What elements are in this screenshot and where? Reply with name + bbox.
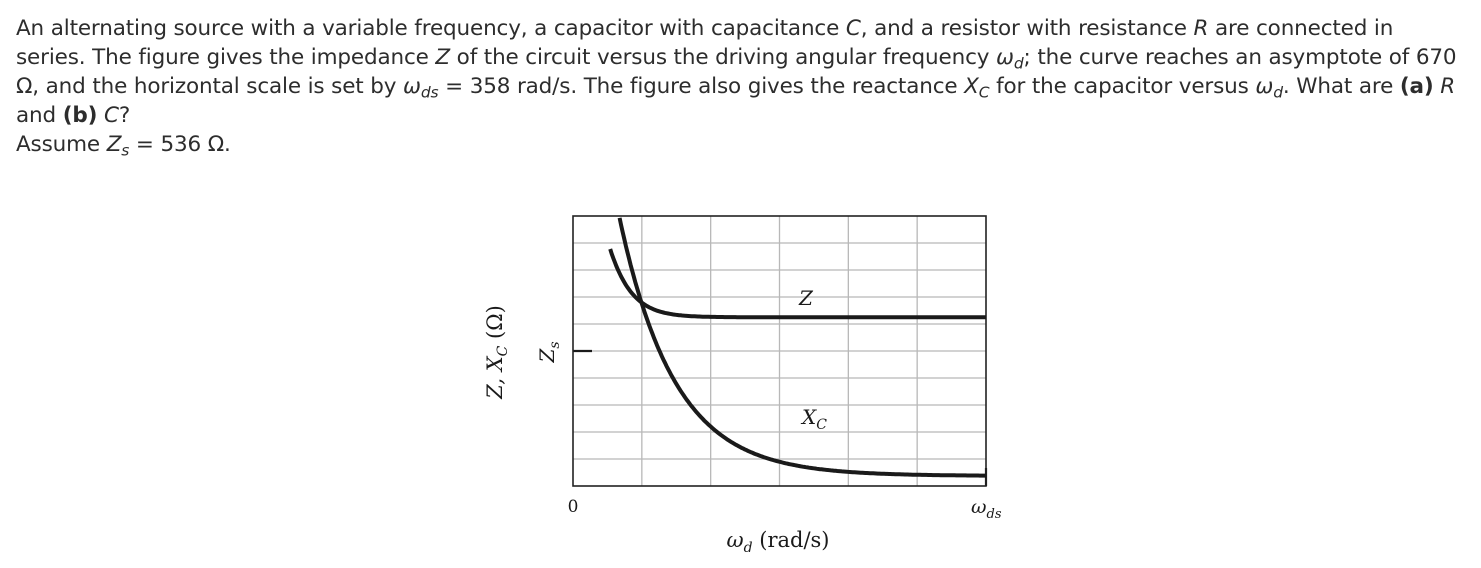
z-curve-label: Z (798, 286, 814, 310)
xc-curve (617, 217, 986, 478)
y-tick-label-zs: Zs (535, 341, 563, 363)
chart-grid (573, 216, 988, 486)
y-axis-label: Z, XC (Ω) (483, 305, 511, 400)
z-curve (608, 248, 986, 320)
x-axis-label: ωd (rad/s) (726, 528, 829, 556)
problem-text: An alternating source with a variable fr… (16, 16, 1457, 128)
problem-statement: An alternating source with a variable fr… (16, 14, 1466, 159)
assumption-text: Assume Zs = 536 Ω. (16, 132, 231, 160)
xc-curve-label: XC (800, 405, 827, 433)
x-tick-label-omega-ds: ωds (971, 496, 1002, 522)
plot-frame (572, 215, 987, 487)
x-tick-label-zero: 0 (568, 497, 579, 517)
